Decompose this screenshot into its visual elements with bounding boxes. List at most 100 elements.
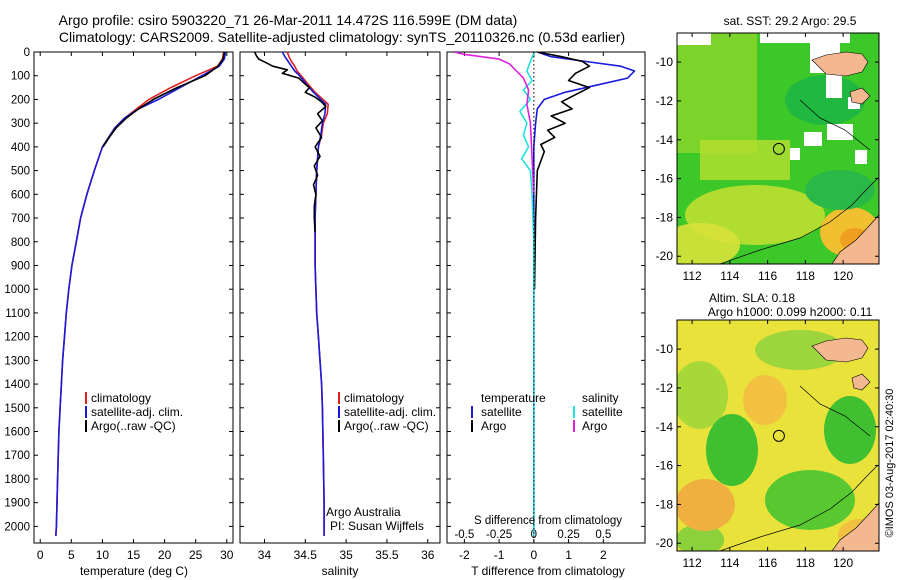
y-tick-label: 2000 <box>4 521 30 533</box>
difference-plot-frame <box>446 51 646 544</box>
map-y-tick-label: -18 <box>656 210 674 224</box>
sst-argo-position-marker <box>772 142 785 155</box>
map-y-tick-label: -20 <box>656 249 674 263</box>
y-tick-label: 800 <box>11 237 30 249</box>
x-tick-label: 30 <box>220 548 234 562</box>
x-tick-label: -2 <box>459 548 470 562</box>
sst-map-title: sat. SST: 29.2 Argo: 29.5 <box>724 14 857 28</box>
sst-map-frame <box>676 32 880 265</box>
y-tick-label: 200 <box>11 94 30 106</box>
map-y-tick-label: -10 <box>656 55 674 69</box>
y-tick-label: 1500 <box>4 403 30 415</box>
x-tick-label: 2 <box>600 548 607 562</box>
series-line-s-argo <box>453 52 535 195</box>
sst-field-yellow-2 <box>700 140 790 180</box>
series-line-climatology <box>55 52 225 536</box>
sla-high-patch-1 <box>743 375 787 425</box>
legend-title-temperature: temperature <box>481 391 546 405</box>
map-y-tick-label: -18 <box>656 497 674 511</box>
y-tick-label: 1600 <box>4 427 30 439</box>
legend-label-t-argo: Argo <box>481 419 507 433</box>
legend-label-t-satellite: satellite <box>481 405 522 419</box>
salinity-series <box>253 52 330 536</box>
y-tick-label: 1000 <box>4 284 30 296</box>
x-tick-label: 36 <box>421 548 435 562</box>
salinity-annotation-line2: PI: Susan Wijffels <box>330 519 424 533</box>
sst-cloud-mask-6 <box>804 132 822 146</box>
map-x-tick-label: 120 <box>833 556 853 570</box>
sla-bathymetry-contour-2 <box>799 385 871 437</box>
sst-bathymetry-contour-2 <box>799 99 871 151</box>
legend-label-satellite: satellite-adj. clim. <box>344 405 436 419</box>
map-y-tick-label: -10 <box>656 342 674 356</box>
map-x-tick-label: 118 <box>796 556 815 570</box>
x-tick-label: 34 <box>258 548 272 562</box>
series-line-s-satellite <box>519 52 536 536</box>
sla-low-patch-2 <box>706 414 758 486</box>
y-tick-label: 1800 <box>4 474 30 486</box>
y-tick-label: 100 <box>11 71 30 83</box>
sla-low-patch-4 <box>755 330 845 370</box>
legend-label-argo: Argo(..raw -QC) <box>344 419 429 433</box>
x2-tick-label: 0.5 <box>595 529 611 541</box>
sla-map-title: Altim. SLA: 0.18 <box>709 291 795 305</box>
sla-low-patch-5 <box>765 470 855 530</box>
y-tick-label: 400 <box>11 142 30 154</box>
sla-island-land-small <box>851 373 871 391</box>
legend-label-climatology: climatology <box>344 391 404 405</box>
sla-low-patch-1 <box>677 361 728 429</box>
map-x-tick-label: 112 <box>683 269 702 283</box>
difference-legend: temperature satellite Argo salinity sate… <box>471 391 623 433</box>
x-tick-label: 35.5 <box>375 548 399 562</box>
y-tick-label: 500 <box>11 166 30 178</box>
salinity-xlabel: salinity <box>322 564 359 578</box>
legend-label-s-argo: Argo <box>582 419 608 433</box>
sst-field-yellow-1 <box>677 33 757 153</box>
map-x-tick-label: 116 <box>758 556 777 570</box>
x-tick-label: 1 <box>565 548 572 562</box>
series-line-t-satellite <box>532 52 636 536</box>
y-tick-label: 1900 <box>4 498 30 510</box>
map-y-tick-label: -16 <box>656 459 674 473</box>
legend-label-satellite: satellite-adj. clim. <box>91 405 183 419</box>
sla-map-frame <box>676 319 880 552</box>
y-tick-label: 1400 <box>4 379 30 391</box>
sst-map-axes: 112 114 116 118 120 -10 -12 -14 -16 -18 -20 <box>656 33 879 283</box>
sla-coast-land <box>831 502 879 551</box>
sla-map-axes: 112 114 116 118 120 -10 -12 -14 -16 -18 -20 <box>656 320 879 570</box>
salinity-plot-frame <box>239 51 441 544</box>
figure-title-line1: Argo profile: csiro 5903220_71 26-Mar-20… <box>59 12 518 28</box>
x-tick-label: 34.5 <box>294 548 318 562</box>
sst-island-land <box>811 51 869 77</box>
temperature-series <box>55 52 227 536</box>
legend-label-argo: Argo(..raw -QC) <box>91 419 176 433</box>
x-tick-label: 0 <box>37 548 44 562</box>
y-tick-label: 1700 <box>4 450 30 462</box>
y-tick-label: 1200 <box>4 332 30 344</box>
figure-title-line2: Climatology: CARS2009. Satellite-adjuste… <box>59 29 625 45</box>
series-line-t-argo <box>533 52 591 290</box>
sst-cloud-mask-9 <box>855 150 867 164</box>
salinity-annotation-line1: Argo Australia <box>326 505 401 519</box>
y-tick-label: 0 <box>24 47 30 59</box>
sst-cool-patch-2 <box>805 170 875 210</box>
x2-tick-label: 0.25 <box>557 529 579 541</box>
map-y-tick-label: -20 <box>656 536 674 550</box>
map-y-tick-label: -16 <box>656 172 674 186</box>
map-x-tick-label: 114 <box>720 269 739 283</box>
sla-bathymetry-contour <box>719 464 879 551</box>
imos-credit: ©IMOS 03-Aug-2017 02:40:30 <box>884 389 896 538</box>
map-x-tick-label: 118 <box>796 269 815 283</box>
y-tick-label: 1300 <box>4 355 30 367</box>
x-tick-label: 20 <box>158 548 172 562</box>
map-y-tick-label: -14 <box>656 420 674 434</box>
map-x-tick-label: 120 <box>833 269 853 283</box>
x-tick-label: 25 <box>189 548 203 562</box>
map-x-tick-label: 114 <box>720 556 739 570</box>
temperature-plot-frame <box>33 51 234 544</box>
sla-argo-position-marker <box>772 429 785 442</box>
series-line-satellite-adj-clim- <box>55 52 227 536</box>
map-y-tick-label: -14 <box>656 133 674 147</box>
legend-title-salinity: salinity <box>582 391 619 405</box>
